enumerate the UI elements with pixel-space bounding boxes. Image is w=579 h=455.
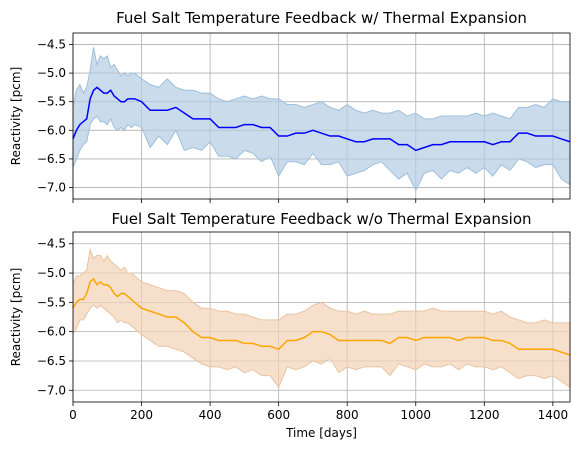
y-tick-label: −6.5 (37, 152, 66, 166)
y-tick-label: −4.5 (37, 237, 66, 251)
series-line (72, 86, 571, 152)
chart-title: Fuel Salt Temperature Feedback w/ Therma… (116, 9, 527, 27)
x-tick-label: 800 (336, 408, 359, 422)
x-tick-label: 600 (267, 408, 290, 422)
x-tick-label: 0 (69, 408, 77, 422)
uncertainty-band (72, 47, 571, 192)
y-axis-label: Reactivity [pcm] (9, 67, 23, 166)
x-tick-label: 1200 (469, 408, 500, 422)
series-line (72, 277, 571, 356)
y-tick-label: −6.0 (37, 123, 66, 137)
y-tick-label: −6.0 (37, 325, 66, 339)
y-tick-label: −5.5 (37, 95, 66, 109)
y-tick-label: −5.5 (37, 295, 66, 309)
y-tick-label: −7.0 (37, 181, 66, 195)
chart-title: Fuel Salt Temperature Feedback w/o Therm… (111, 210, 531, 228)
axes-frame (72, 32, 571, 200)
y-tick-label: −5.0 (37, 66, 66, 80)
y-tick-label: −5.0 (37, 266, 66, 280)
y-tick-label: −4.5 (37, 37, 66, 51)
y-axis-label: Reactivity [pcm] (9, 268, 23, 367)
x-tick-label: 1400 (538, 408, 569, 422)
y-tick-label: −6.5 (37, 354, 66, 368)
x-axis-label: Time [days] (285, 426, 357, 440)
panel-with-thermal-expansion: −4.5 −5.0 −5.5 −6.0 −6.5 −7.0 Fuel Salt Temper… (9, 9, 571, 203)
panel-without-thermal-expansion: 0 200 400 600 800 1000 1200 1400 −4.5 −5.0 −5.5 −6.… (9, 210, 571, 440)
x-tick-label: 400 (199, 408, 222, 422)
x-tick-label: 200 (130, 408, 153, 422)
y-tick-label: −7.0 (37, 383, 66, 397)
x-tick-label: 1000 (400, 408, 431, 422)
axes-frame (72, 231, 571, 403)
uncertainty-band (72, 247, 571, 389)
